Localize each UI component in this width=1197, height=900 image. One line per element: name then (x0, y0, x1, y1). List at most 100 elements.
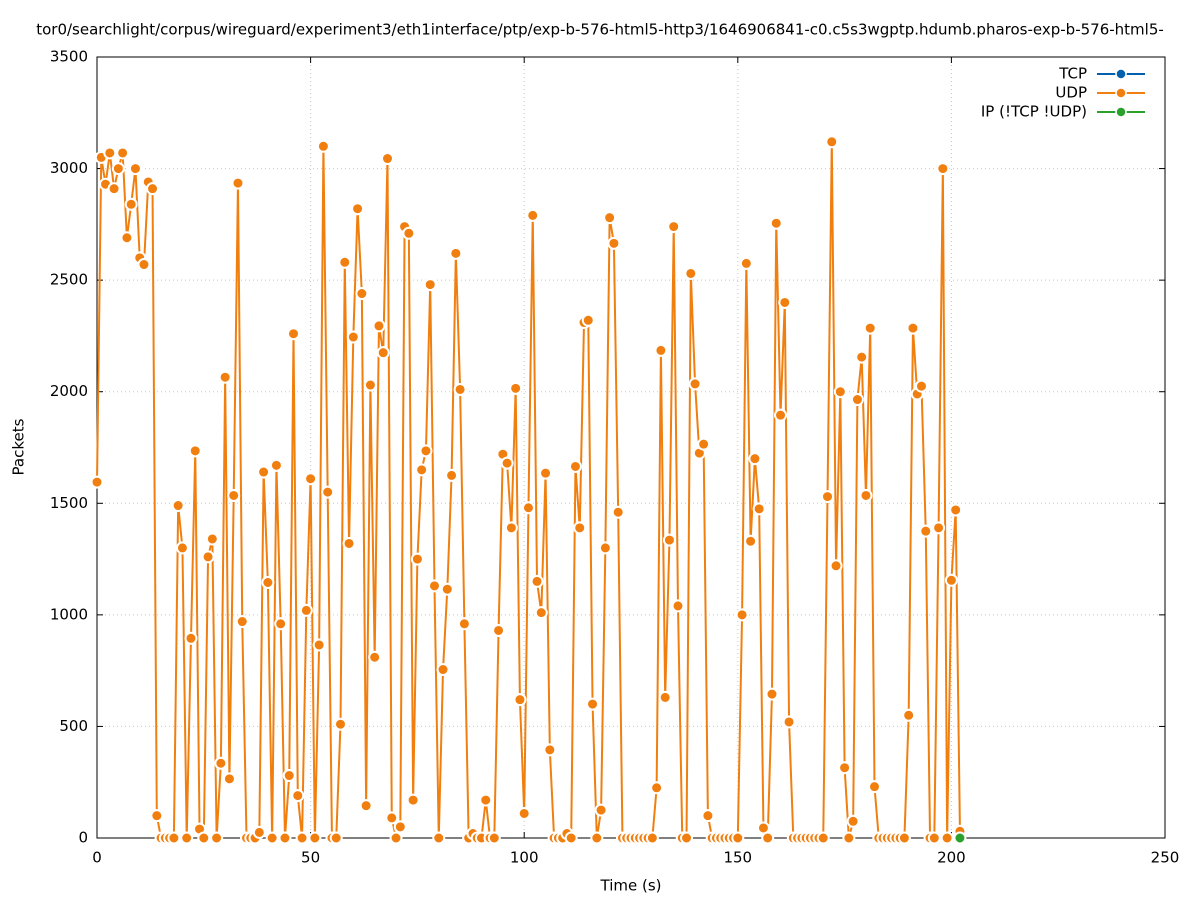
data-point (902, 708, 916, 722)
data-point (492, 623, 506, 637)
y-tick-label: 0 (78, 829, 88, 847)
data-point (739, 256, 753, 270)
data-point (385, 811, 399, 825)
x-tick-label: 150 (723, 849, 752, 867)
data-point (701, 809, 715, 823)
legend-label: UDP (1055, 84, 1087, 102)
data-point (334, 717, 348, 731)
data-point (346, 330, 360, 344)
data-point (316, 139, 330, 153)
x-axis-label: Time (s) (600, 877, 662, 895)
y-tick-label: 500 (59, 717, 88, 735)
data-point (402, 226, 416, 240)
legend-marker (1115, 68, 1127, 80)
data-point (167, 831, 181, 843)
data-point (586, 697, 600, 711)
data-point (761, 831, 775, 843)
y-tick-label: 2500 (50, 271, 88, 289)
chart-title: tor0/searchlight/corpus/wireguard/experi… (36, 21, 1164, 39)
data-point (231, 176, 245, 190)
data-point (825, 135, 839, 149)
data-point (410, 552, 424, 566)
data-point (218, 370, 232, 384)
data-point (393, 820, 407, 834)
data-point (919, 524, 933, 538)
data-point (436, 663, 450, 677)
y-tick-label: 1000 (50, 605, 88, 623)
data-point (321, 485, 335, 499)
data-point (667, 220, 681, 234)
data-point (573, 521, 587, 535)
data-point (697, 437, 711, 451)
data-point (671, 599, 685, 613)
data-point (146, 182, 160, 196)
data-point (312, 638, 326, 652)
data-point (265, 831, 279, 843)
data-point (838, 761, 852, 775)
data-point (603, 211, 617, 225)
data-point (252, 825, 266, 839)
x-tick-label: 100 (510, 849, 539, 867)
data-point (654, 343, 668, 357)
data-point (180, 831, 194, 843)
data-point (850, 393, 864, 407)
data-point (103, 146, 117, 160)
data-point (440, 582, 454, 596)
data-point (479, 793, 493, 807)
data-point (688, 377, 702, 391)
x-tick-label: 50 (301, 849, 320, 867)
series-line (96, 141, 961, 842)
data-point (944, 573, 958, 587)
data-point (650, 781, 664, 795)
data-point (906, 321, 920, 335)
data-point (116, 146, 130, 160)
data-point (607, 236, 621, 250)
x-tick-label: 0 (92, 849, 102, 867)
data-point (509, 381, 523, 395)
data-point (351, 202, 365, 216)
data-point (92, 475, 104, 489)
data-point (539, 466, 553, 480)
data-point (423, 278, 437, 292)
data-point (415, 463, 429, 477)
data-point (936, 162, 950, 176)
data-point (868, 780, 882, 794)
data-point (680, 831, 694, 843)
data-point (107, 182, 121, 196)
plot-frame (96, 56, 1166, 839)
data-point (774, 408, 788, 422)
data-point (829, 559, 843, 573)
data-point (227, 488, 241, 502)
data-point (308, 831, 322, 843)
data-point (833, 385, 847, 399)
legend-label: TCP (1058, 65, 1087, 83)
data-point (765, 687, 779, 701)
data-point (222, 772, 236, 786)
data-point (500, 456, 514, 470)
data-point (406, 793, 420, 807)
data-point (304, 472, 318, 486)
data-point (376, 346, 390, 360)
data-point (432, 831, 446, 843)
data-point (128, 162, 142, 176)
data-point (598, 541, 612, 555)
data-point (124, 197, 138, 211)
data-point (214, 756, 228, 770)
data-point (521, 501, 535, 515)
y-tick-label: 3000 (50, 159, 88, 177)
data-point (427, 579, 441, 593)
data-point (534, 606, 548, 620)
data-point (197, 831, 211, 843)
data-point (662, 533, 676, 547)
data-point (568, 459, 582, 473)
data-point (594, 803, 608, 817)
data-point (269, 458, 283, 472)
data-point (940, 831, 954, 843)
legend-marker (1115, 87, 1127, 99)
data-point (389, 831, 403, 843)
data-point (363, 378, 377, 392)
data-point (863, 321, 877, 335)
data-point (419, 444, 433, 458)
